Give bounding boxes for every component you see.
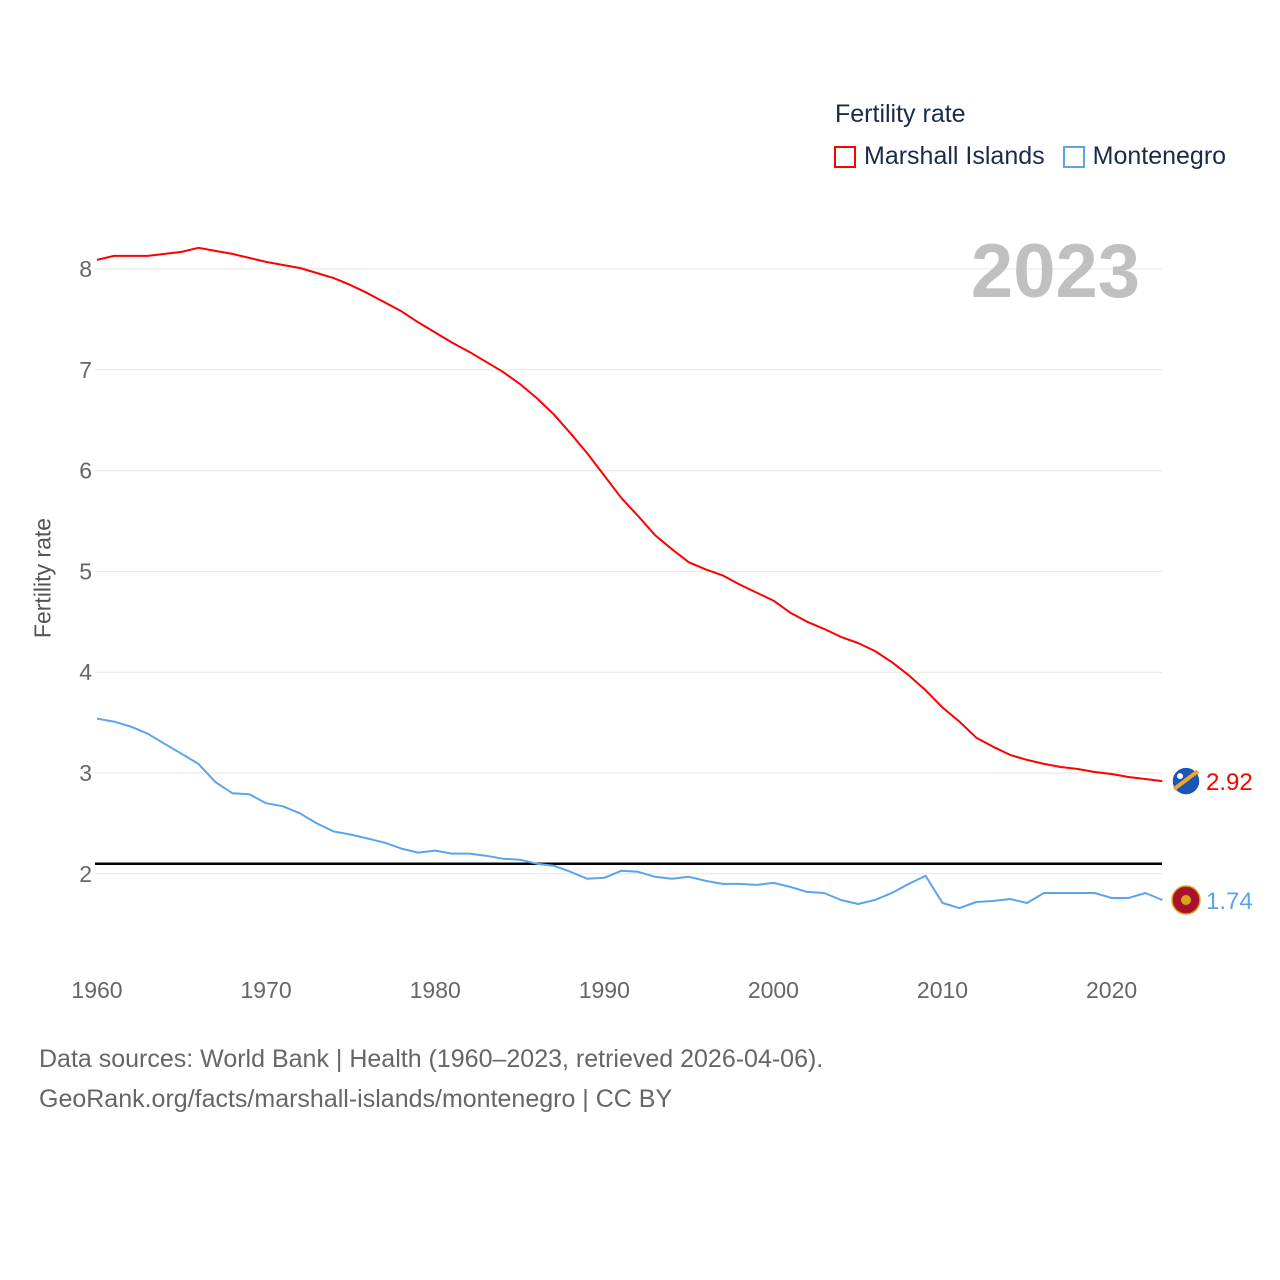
legend-item-montenegro[interactable]: Montenegro <box>1062 142 1227 171</box>
x-tick-label: 1980 <box>410 977 461 1003</box>
source-note: Data sources: World Bank | Health (1960–… <box>39 1045 824 1073</box>
x-tick-label: 1960 <box>71 977 122 1003</box>
y-tick-label: 8 <box>79 256 92 282</box>
y-tick-label: 5 <box>79 558 92 584</box>
flag-star-icon <box>1177 773 1183 780</box>
flag-emblem-icon <box>1181 895 1191 906</box>
current-year-label: 2023 <box>970 229 1140 314</box>
x-tick-label: 1970 <box>241 977 292 1003</box>
legend-label: Marshall Islands <box>864 142 1045 170</box>
end-value-label: 2.92 <box>1206 769 1253 796</box>
y-tick-label: 2 <box>79 861 92 887</box>
legend-swatch <box>1062 145 1085 168</box>
end-value-label: 1.74 <box>1206 888 1253 915</box>
x-tick-label: 2010 <box>917 977 968 1003</box>
y-tick-label: 3 <box>79 760 92 786</box>
x-tick-label: 1990 <box>579 977 630 1003</box>
series-line-marshall-islands <box>96 246 1163 783</box>
x-tick-label: 2020 <box>1086 977 1137 1003</box>
legend-swatch <box>834 145 856 168</box>
legend-item-marshall-islands[interactable]: Marshall Islands <box>834 142 1045 171</box>
legend-title: Fertility rate <box>835 100 966 128</box>
y-axis-label: Fertility rate <box>29 517 56 639</box>
y-tick-label: 6 <box>79 458 92 484</box>
flag-stripe <box>1172 769 1200 791</box>
series-line-montenegro <box>96 717 1163 910</box>
legend-label: Montenegro <box>1092 142 1227 170</box>
y-tick-label: 7 <box>79 357 92 383</box>
x-tick-label: 2000 <box>748 977 799 1003</box>
source-link[interactable]: GeoRank.org/facts/marshall-islands/monte… <box>39 1085 673 1113</box>
legend: Marshall Islands Montenegro <box>834 142 1244 171</box>
y-tick-label: 4 <box>79 659 92 685</box>
